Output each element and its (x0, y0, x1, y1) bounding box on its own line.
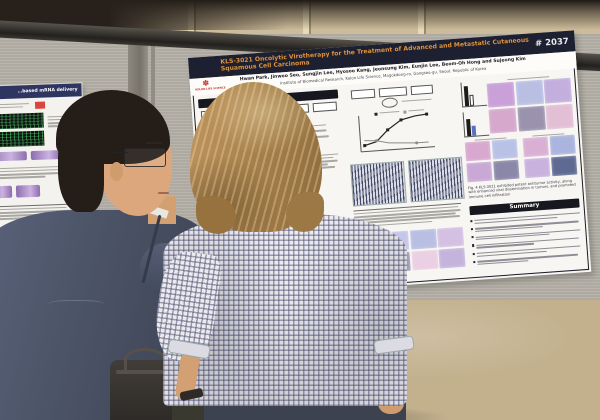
wall-panel-seam (128, 36, 148, 298)
chart-legend (308, 122, 335, 141)
main-poster: KLS-3021 Oncolytic Virotherapy for the T… (188, 30, 592, 300)
poster-column-results: Results (197, 89, 351, 291)
gel-panel-image (407, 156, 465, 203)
results-paragraph (209, 215, 345, 252)
schematic-box (280, 103, 310, 115)
left-poster-text (0, 163, 79, 181)
left-poster: …based mRNA delivery (0, 82, 88, 240)
left-poster-figure-row (0, 99, 76, 112)
bag-strap (116, 370, 166, 374)
schematic-circle (381, 97, 399, 109)
experiment-schematic (350, 81, 452, 109)
histology-grid-2x2 (522, 134, 578, 179)
chart-legend (240, 127, 266, 152)
schematic-box (238, 105, 276, 118)
fig4-caption: Fig. 4 KLS-3021 exhibited potent antitum… (467, 178, 576, 200)
person-shadow (250, 405, 450, 420)
concrete-floor (0, 300, 600, 420)
line-chart (358, 112, 436, 153)
left-poster-text (0, 201, 80, 222)
schematic-box (200, 108, 234, 121)
poster-number: # 2037 (534, 36, 570, 49)
purple-figure (30, 150, 61, 161)
heatmap-figure (0, 112, 44, 130)
histology-grid-2x2 (464, 138, 520, 183)
mini-bar-chart (462, 110, 490, 138)
kolon-logo: ✽ KOLON LIFE SCIENCE (195, 79, 226, 94)
heatmap-figure (0, 130, 45, 148)
left-poster-title-banner: …based mRNA delivery (0, 83, 82, 100)
kolon-logo-text: KOLON LIFE SCIENCE (195, 86, 226, 92)
shoulder-bag (110, 348, 172, 420)
results-paragraph (204, 152, 339, 182)
left-poster-title: …based mRNA delivery (17, 87, 78, 95)
bar-chart (202, 126, 243, 157)
bar-chart (206, 187, 254, 220)
purple-figure (0, 151, 27, 162)
schematic-box (312, 101, 338, 113)
wall-panel-seam (151, 38, 155, 296)
poster-body: Results (191, 70, 591, 295)
poster-column-right: Fig. 4 KLS-3021 exhibited potent antitum… (460, 73, 583, 272)
red-figure (34, 101, 46, 109)
summary-bullets (470, 211, 583, 268)
floor-grate (0, 334, 95, 368)
poster-column-middle (343, 81, 468, 281)
purple-blot (15, 184, 41, 198)
mini-bar-chart (460, 80, 488, 108)
gel-panel-image (350, 160, 407, 207)
gel-blot-image (254, 183, 311, 218)
purple-blot (0, 185, 13, 199)
histology-strip (355, 226, 466, 275)
bag-handle (124, 348, 166, 371)
histology-grid-2x3 (486, 77, 574, 134)
bar-chart (269, 121, 311, 152)
ceiling-shadow (0, 0, 600, 30)
